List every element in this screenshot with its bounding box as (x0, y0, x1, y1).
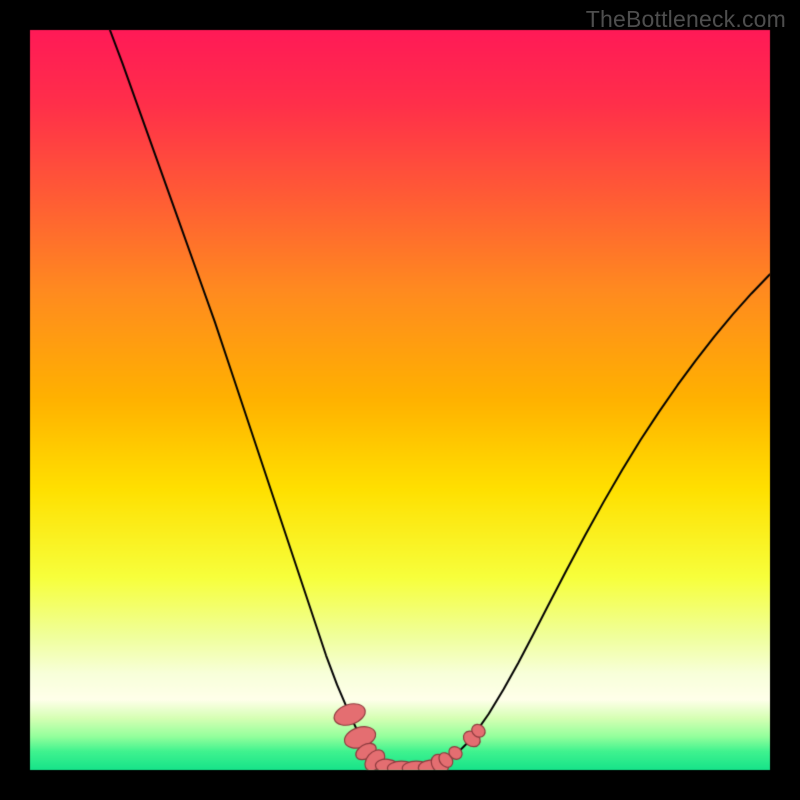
bottleneck-curve-layer (0, 0, 800, 800)
chart-stage: TheBottleneck.com (0, 0, 800, 800)
